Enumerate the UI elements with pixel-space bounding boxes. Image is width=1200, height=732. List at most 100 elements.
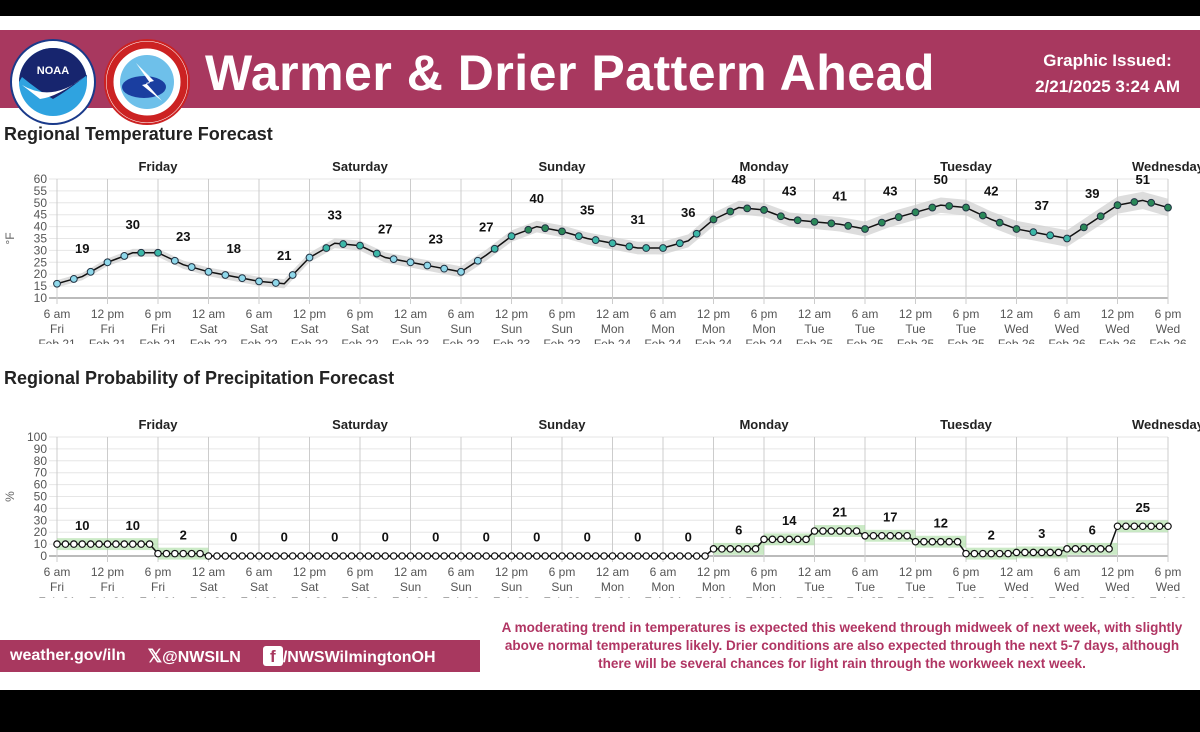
forecast-summary: A moderating trend in temperatures is ex… <box>501 620 1183 671</box>
x-tick-label: 6 pm <box>751 307 778 321</box>
pop-point <box>566 552 575 560</box>
temperature-point <box>305 253 314 262</box>
temperature-point <box>793 216 802 225</box>
x-tick-label: 6 am <box>650 307 677 321</box>
pop-label: 0 <box>432 530 439 545</box>
pop-point <box>229 552 238 560</box>
pop-point <box>1096 545 1105 553</box>
pop-point <box>995 549 1004 558</box>
pop-point <box>970 549 979 558</box>
temperature-label: 21 <box>277 248 291 263</box>
pop-label: 0 <box>533 530 540 545</box>
pop-point <box>297 552 305 560</box>
x-tick-label: Tue <box>956 580 977 594</box>
pop-point <box>709 545 718 553</box>
pop-point <box>440 552 448 560</box>
issued-label: Graphic Issued: <box>1043 51 1172 70</box>
pop-point <box>171 549 179 558</box>
day-label: Tuesday <box>940 417 993 432</box>
pop-point <box>78 540 87 548</box>
temperature-point <box>1164 203 1172 212</box>
pop-point <box>516 552 524 560</box>
pop-point <box>314 552 322 560</box>
pop-point <box>532 552 541 560</box>
x-tick-label: Fri <box>50 580 64 594</box>
pop-point <box>743 545 751 553</box>
x-tick-label: Mon <box>752 322 775 336</box>
svg-text:NOAA: NOAA <box>37 65 69 77</box>
x-tick-label: Feb 22 <box>291 337 329 344</box>
pop-point <box>86 540 95 548</box>
x-tick-label: Sun <box>501 580 522 594</box>
x-tick-label: Feb 25 <box>947 337 985 344</box>
temperature-point <box>608 239 617 248</box>
pop-point <box>667 552 676 560</box>
temperature-point <box>322 244 331 252</box>
x-tick-label: Sun <box>400 322 421 336</box>
x-tick-label: 6 am <box>448 307 475 321</box>
pop-point <box>112 540 120 548</box>
x-tick-label: Feb 26 <box>1099 595 1137 598</box>
x-tick-label: Feb 21 <box>89 595 127 598</box>
y-tick-label: 30 <box>34 243 48 257</box>
y-tick-label: 60 <box>34 478 48 492</box>
pop-label: 2 <box>988 527 995 542</box>
x-handle-link[interactable]: 𝕏@NWSILN <box>148 646 241 667</box>
x-tick-label: Feb 23 <box>493 595 531 598</box>
pop-point <box>128 540 137 548</box>
day-label: Monday <box>739 417 789 432</box>
pop-point <box>347 552 356 560</box>
x-tick-label: 12 am <box>394 565 427 579</box>
x-tick-label: Mon <box>601 580 624 594</box>
pop-label: 10 <box>126 518 140 533</box>
website-link[interactable]: weather.gov/iln <box>10 647 126 664</box>
x-tick-label: 6 pm <box>347 565 374 579</box>
pop-point <box>423 552 432 560</box>
temperature-label: 23 <box>429 231 443 246</box>
temperature-point <box>1029 228 1038 237</box>
issued-timestamp: Graphic Issued: 2/21/2025 3:24 AM <box>1035 48 1180 100</box>
pop-point <box>827 527 836 535</box>
y-tick-label: 70 <box>34 466 48 480</box>
x-tick-label: Sun <box>551 322 572 336</box>
x-tick-label: Feb 25 <box>846 337 884 344</box>
x-tick-label: Feb 22 <box>291 595 329 598</box>
pop-label: 0 <box>230 530 237 545</box>
x-tick-label: Mon <box>752 580 775 594</box>
x-tick-label: Feb 23 <box>392 337 430 344</box>
temperature-label: 23 <box>176 229 190 244</box>
day-label: Sunday <box>539 417 587 432</box>
temperature-point <box>1063 234 1071 243</box>
pop-point <box>701 552 709 560</box>
pop-point <box>162 549 171 558</box>
x-tick-label: Feb 26 <box>1048 595 1086 598</box>
y-tick-label: 100 <box>27 430 47 444</box>
temperature-label: 18 <box>227 241 241 256</box>
x-tick-label: 12 am <box>596 307 629 321</box>
temperature-point <box>861 225 869 233</box>
day-label: Wednesday <box>1132 159 1200 174</box>
pop-point <box>280 552 289 560</box>
x-tick-label: Mon <box>651 322 674 336</box>
x-tick-label: Feb 23 <box>543 337 581 344</box>
pop-point <box>768 535 777 544</box>
temperature-label: 43 <box>782 184 796 199</box>
pop-point <box>541 552 549 560</box>
temperature-label: 30 <box>126 217 140 232</box>
x-tick-label: Feb 21 <box>139 337 177 344</box>
temperature-point <box>726 207 735 216</box>
x-tick-label: Feb 22 <box>341 595 379 598</box>
temperature-label: 48 <box>732 172 746 187</box>
x-tick-label: Feb 23 <box>392 595 430 598</box>
x-tick-label: Feb 24 <box>745 595 783 598</box>
temperature-point <box>995 218 1004 227</box>
x-tick-label: 12 am <box>192 565 225 579</box>
temperature-label: 37 <box>1035 198 1049 213</box>
y-tick-label: 40 <box>34 220 48 234</box>
pop-label: 21 <box>833 505 847 520</box>
pop-label: 0 <box>483 530 490 545</box>
temperature-point <box>709 215 718 224</box>
pop-point <box>406 552 415 560</box>
facebook-link[interactable]: f/NWSWilmingtonOH <box>262 645 436 667</box>
pop-point <box>1054 548 1063 557</box>
